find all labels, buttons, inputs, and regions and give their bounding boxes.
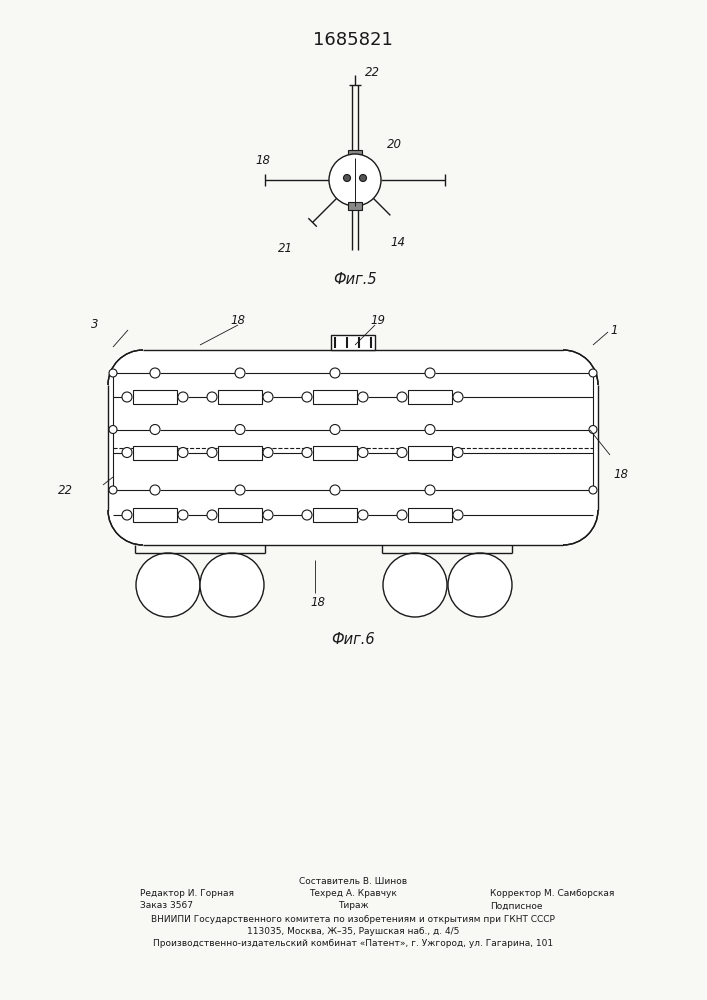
- Bar: [133, 508, 177, 522]
- Circle shape: [302, 510, 312, 520]
- Circle shape: [589, 426, 597, 434]
- Circle shape: [425, 485, 435, 495]
- Text: Фиг.6: Фиг.6: [331, 633, 375, 648]
- Bar: [133, 446, 177, 460]
- Text: Корректор М. Самборская: Корректор М. Самборская: [490, 890, 614, 898]
- Text: 22: 22: [58, 484, 73, 496]
- Circle shape: [235, 368, 245, 378]
- Text: Производственно-издательский комбинат «Патент», г. Ужгород, ул. Гагарина, 101: Производственно-издательский комбинат «П…: [153, 938, 553, 948]
- Text: Тираж: Тираж: [338, 902, 368, 910]
- Circle shape: [330, 368, 340, 378]
- Circle shape: [150, 424, 160, 434]
- Circle shape: [359, 174, 366, 182]
- Circle shape: [207, 392, 217, 402]
- Circle shape: [330, 485, 340, 495]
- Circle shape: [122, 392, 132, 402]
- Bar: [218, 390, 262, 404]
- Text: 20: 20: [387, 137, 402, 150]
- Bar: [313, 446, 357, 460]
- Text: ВНИИПИ Государственного комитета по изобретениям и открытиям при ГКНТ СССР: ВНИИПИ Государственного комитета по изоб…: [151, 914, 555, 924]
- Text: 113035, Москва, Ж–35, Раушская наб., д. 4/5: 113035, Москва, Ж–35, Раушская наб., д. …: [247, 926, 459, 936]
- Circle shape: [330, 424, 340, 434]
- Bar: [348, 150, 362, 158]
- Circle shape: [109, 426, 117, 434]
- Text: 18: 18: [613, 468, 628, 482]
- Circle shape: [150, 368, 160, 378]
- Text: 14: 14: [390, 235, 405, 248]
- Text: Заказ 3567: Заказ 3567: [140, 902, 193, 910]
- Circle shape: [302, 448, 312, 458]
- Bar: [408, 446, 452, 460]
- Circle shape: [358, 448, 368, 458]
- Circle shape: [109, 486, 117, 494]
- Circle shape: [136, 553, 200, 617]
- Circle shape: [358, 392, 368, 402]
- Circle shape: [397, 448, 407, 458]
- Circle shape: [344, 174, 351, 182]
- Circle shape: [122, 510, 132, 520]
- Text: 1: 1: [610, 324, 617, 336]
- Text: Редактор И. Горная: Редактор И. Горная: [140, 890, 234, 898]
- Circle shape: [207, 510, 217, 520]
- Circle shape: [448, 553, 512, 617]
- Circle shape: [425, 424, 435, 434]
- Circle shape: [263, 510, 273, 520]
- Circle shape: [178, 392, 188, 402]
- Circle shape: [235, 424, 245, 434]
- Circle shape: [263, 448, 273, 458]
- Circle shape: [122, 448, 132, 458]
- Text: Техред А. Кравчук: Техред А. Кравчук: [309, 890, 397, 898]
- Circle shape: [397, 510, 407, 520]
- Bar: [348, 202, 362, 210]
- Circle shape: [200, 553, 264, 617]
- Circle shape: [150, 485, 160, 495]
- Bar: [218, 446, 262, 460]
- Text: Фиг.5: Фиг.5: [333, 272, 377, 288]
- Bar: [133, 390, 177, 404]
- Text: 18: 18: [255, 153, 270, 166]
- Circle shape: [235, 485, 245, 495]
- Bar: [408, 508, 452, 522]
- Circle shape: [358, 510, 368, 520]
- Bar: [218, 508, 262, 522]
- Text: 21: 21: [278, 241, 293, 254]
- Text: 18: 18: [310, 596, 325, 609]
- FancyBboxPatch shape: [108, 350, 598, 545]
- Bar: [408, 390, 452, 404]
- Text: 1685821: 1685821: [313, 31, 393, 49]
- Circle shape: [425, 368, 435, 378]
- Text: Подписное: Подписное: [490, 902, 542, 910]
- Text: 19: 19: [370, 314, 385, 326]
- Bar: [313, 508, 357, 522]
- Circle shape: [302, 392, 312, 402]
- Circle shape: [383, 553, 447, 617]
- Text: Составитель В. Шинов: Составитель В. Шинов: [299, 878, 407, 886]
- Circle shape: [207, 448, 217, 458]
- Bar: [313, 390, 357, 404]
- Text: 18: 18: [230, 314, 245, 326]
- Circle shape: [589, 369, 597, 377]
- Circle shape: [178, 448, 188, 458]
- Circle shape: [263, 392, 273, 402]
- Circle shape: [109, 369, 117, 377]
- Circle shape: [453, 392, 463, 402]
- Circle shape: [397, 392, 407, 402]
- Text: 3: 3: [90, 318, 98, 332]
- Bar: [331, 335, 375, 350]
- Circle shape: [178, 510, 188, 520]
- Circle shape: [589, 486, 597, 494]
- Circle shape: [453, 510, 463, 520]
- Circle shape: [453, 448, 463, 458]
- Circle shape: [329, 154, 381, 206]
- Text: 22: 22: [365, 66, 380, 79]
